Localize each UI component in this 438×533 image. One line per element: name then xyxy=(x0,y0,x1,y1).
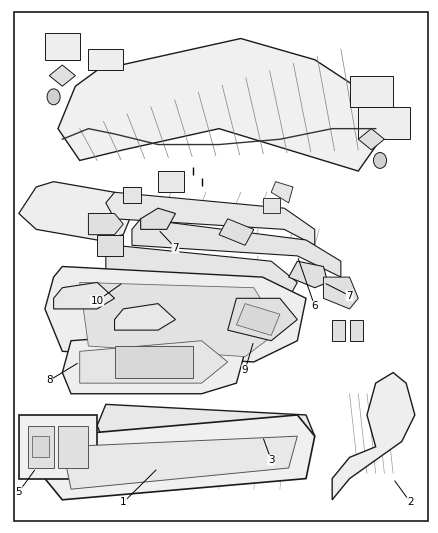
Polygon shape xyxy=(271,182,293,203)
Polygon shape xyxy=(237,304,280,335)
Polygon shape xyxy=(332,373,415,500)
Polygon shape xyxy=(97,235,123,256)
Polygon shape xyxy=(97,405,315,452)
Text: 9: 9 xyxy=(242,365,248,375)
Polygon shape xyxy=(80,341,228,383)
Polygon shape xyxy=(62,436,297,489)
Polygon shape xyxy=(45,415,315,500)
Polygon shape xyxy=(323,277,358,309)
Polygon shape xyxy=(45,266,306,362)
Polygon shape xyxy=(350,76,393,108)
Polygon shape xyxy=(158,171,184,192)
Circle shape xyxy=(47,89,60,105)
Text: 6: 6 xyxy=(311,301,318,311)
Text: 7: 7 xyxy=(346,290,353,301)
Text: 1: 1 xyxy=(120,497,127,507)
Polygon shape xyxy=(32,436,49,457)
Polygon shape xyxy=(49,65,75,86)
Polygon shape xyxy=(228,298,297,341)
Polygon shape xyxy=(58,425,88,468)
Polygon shape xyxy=(358,108,410,139)
Polygon shape xyxy=(332,319,345,341)
Polygon shape xyxy=(88,49,123,70)
Polygon shape xyxy=(115,346,193,378)
Polygon shape xyxy=(80,282,280,357)
Polygon shape xyxy=(53,282,115,309)
Text: 7: 7 xyxy=(172,243,179,253)
Polygon shape xyxy=(19,415,97,479)
Polygon shape xyxy=(358,128,385,150)
Polygon shape xyxy=(289,261,328,288)
Text: 3: 3 xyxy=(268,455,275,465)
Polygon shape xyxy=(62,330,245,394)
Polygon shape xyxy=(115,304,176,330)
Text: 10: 10 xyxy=(91,296,104,306)
Polygon shape xyxy=(262,198,280,214)
Polygon shape xyxy=(106,245,297,298)
Polygon shape xyxy=(141,208,176,229)
Text: 8: 8 xyxy=(46,375,53,385)
Polygon shape xyxy=(88,214,123,235)
Polygon shape xyxy=(106,192,315,245)
Circle shape xyxy=(374,152,387,168)
Polygon shape xyxy=(58,38,385,171)
Polygon shape xyxy=(28,425,53,468)
Polygon shape xyxy=(132,219,341,277)
Polygon shape xyxy=(350,319,363,341)
Polygon shape xyxy=(19,182,132,240)
Text: 2: 2 xyxy=(407,497,414,507)
Polygon shape xyxy=(123,187,141,203)
Text: 5: 5 xyxy=(15,487,22,497)
Polygon shape xyxy=(219,219,254,245)
Polygon shape xyxy=(45,33,80,60)
